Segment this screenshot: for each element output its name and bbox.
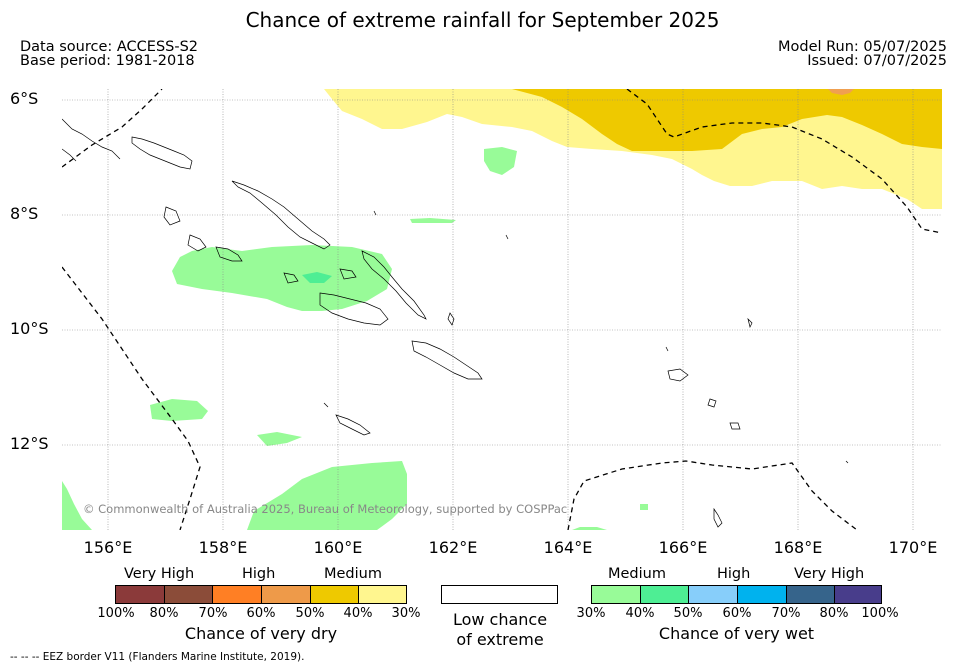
base-period-text: Base period: 1981-2018 [20,53,195,69]
dry-group-high: High [242,566,276,582]
lon-label-170e: 170°E [888,538,938,557]
lat-label-10s: 10°S [10,319,49,338]
wet-region-tiny [640,504,648,510]
dry-high-region [512,89,942,151]
model-run-text: Model Run: 05/07/2025 [777,39,947,55]
issued-text: Issued: 07/07/2025 [807,53,947,69]
map-title: Chance of extreme rainfall for September… [245,8,720,32]
lon-label-162e: 162°E [428,538,478,557]
wet-region-central [172,245,392,311]
lat-label-6s: 6°S [10,89,39,108]
meta-left: Data source: ACCESS-S2 Base period: 1981… [20,39,199,69]
lon-label-166e: 166°E [658,538,708,557]
wet-region-small-4 [257,432,302,446]
eez-borders [62,89,942,530]
map-svg [62,89,942,530]
wet-legend-caption: Chance of very wet [658,624,815,643]
wet-tick-80: 80% [819,606,849,621]
wet-group-very-high: Very High [794,566,865,582]
lon-label-168e: 168°E [773,538,823,557]
lat-label-8s: 8°S [10,204,39,223]
wet-tick-70: 70% [771,606,801,621]
wet-tick-50: 50% [673,606,703,621]
wet-swatch-6 [834,585,882,604]
wet-swatch-5 [786,585,835,604]
meta-right: Model Run: 05/07/2025 Issued: 07/07/2025 [777,39,947,69]
wet-tick-30: 30% [576,606,606,621]
lat-label-12s: 12°S [10,434,49,453]
dry-swatch-3 [212,585,262,604]
wet-swatch-3 [688,585,738,604]
dry-group-very-high: Very High [124,566,195,582]
rainfall-map [62,89,942,530]
dry-tick-70: 70% [198,606,228,621]
dry-tick-80: 80% [149,606,179,621]
wet-group-medium: Medium [608,566,666,582]
wet-group-high: High [717,566,751,582]
wet-tick-40: 40% [625,606,655,621]
dry-swatch-1 [115,585,165,604]
dry-tick-30: 30% [391,606,421,621]
dry-swatch-5 [310,585,359,604]
dry-tick-50: 50% [295,606,325,621]
dry-legend-caption: Chance of very dry [184,624,338,643]
grid-lines [62,89,942,530]
neutral-caption-line1: Low chance [452,610,548,629]
wet-region-southwest [62,481,92,530]
wet-swatch-2 [640,585,689,604]
wet-core-region [302,272,332,283]
wet-swatch-1 [591,585,641,604]
data-source-text: Data source: ACCESS-S2 [20,39,199,55]
dry-tick-60: 60% [246,606,276,621]
eez-footnote: -- -- -- EEZ border V11 (Flanders Marine… [10,651,305,663]
wet-tick-100: 100% [861,606,899,621]
dry-tick-40: 40% [343,606,373,621]
dry-group-medium: Medium [324,566,382,582]
wet-region-small-1 [484,147,517,175]
neutral-swatch [441,585,558,604]
wet-region-bottom-left [572,527,607,530]
wet-tick-60: 60% [722,606,752,621]
lon-label-160e: 160°E [313,538,363,557]
coastlines [62,118,849,528]
lon-label-164e: 164°E [543,538,593,557]
dry-swatch-2 [164,585,213,604]
neutral-caption-line2: of extreme [456,630,544,649]
dry-swatch-4 [261,585,311,604]
wet-swatch-4 [737,585,787,604]
dry-spot-region [828,89,854,95]
copyright-text: © Commonwealth of Australia 2025, Bureau… [83,502,568,516]
lon-label-158e: 158°E [198,538,248,557]
wet-region-small-3 [150,399,208,421]
dry-tick-100: 100% [97,606,135,621]
wet-region-south [247,461,407,530]
wet-region-small-2 [410,218,456,223]
dry-swatch-6 [358,585,407,604]
lon-label-156e: 156°E [83,538,133,557]
neutral-legend-caption: Low chance of extreme [430,610,570,650]
